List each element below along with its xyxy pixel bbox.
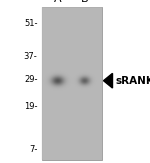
Text: 19-: 19- <box>24 102 38 111</box>
Bar <box>73 9 97 158</box>
Text: sRANK-L: sRANK-L <box>116 76 150 86</box>
Bar <box>42 7 102 160</box>
Text: B: B <box>81 0 88 4</box>
Text: 7-: 7- <box>29 145 38 154</box>
Text: 29-: 29- <box>24 74 38 84</box>
Text: A: A <box>54 0 62 4</box>
Bar <box>46 9 70 158</box>
FancyArrow shape <box>103 73 112 88</box>
Text: 37-: 37- <box>24 52 38 61</box>
Text: 51-: 51- <box>24 19 38 28</box>
